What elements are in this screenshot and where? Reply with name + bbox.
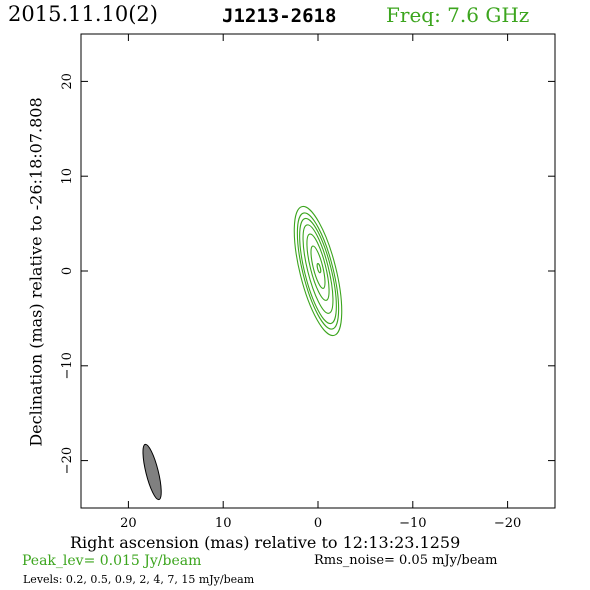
peak-level: Peak_lev= 0.015 Jy/beam (22, 553, 202, 569)
axis-tick-labels: 20 10 0 −10 −20 20 10 0 −10 −20 (60, 73, 521, 531)
y-tick-label: −10 (60, 352, 75, 379)
contour-ellipse (302, 224, 334, 314)
x-axis-label: Right ascension (mas) relative to 12:13:… (70, 533, 461, 552)
y-tick-label: 0 (60, 267, 75, 275)
source-name: J1213-2618 (222, 5, 337, 27)
y-axis-label: Declination (mas) relative to -26:18:07.… (26, 97, 46, 447)
contour-levels: Levels: 0.2, 0.5, 0.9, 2, 4, 7, 15 mJy/b… (23, 573, 255, 586)
y-tick-label: 10 (60, 168, 75, 185)
contour-ellipse (310, 245, 326, 289)
axis-ticks (81, 34, 555, 508)
beam-ellipse-group (142, 443, 162, 501)
x-tick-label: −10 (399, 516, 426, 531)
contour-ellipse (299, 217, 337, 325)
frequency-label: Freq: 7.6 GHz (386, 3, 530, 27)
x-tick-label: −20 (494, 516, 521, 531)
contour-ellipse (316, 262, 322, 274)
beam-ellipse (142, 443, 162, 501)
y-tick-label: 20 (60, 73, 75, 90)
contour-ellipse (306, 233, 330, 301)
x-tick-label: 10 (215, 516, 232, 531)
contour-lines (293, 205, 343, 337)
contour-ellipse (296, 212, 340, 330)
observation-date: 2015.11.10(2) (8, 2, 158, 26)
x-tick-label: 0 (314, 516, 322, 531)
x-tick-label: 20 (120, 516, 137, 531)
contour-ellipse (293, 205, 343, 337)
y-tick-label: −20 (60, 447, 75, 474)
rms-noise: Rms_noise= 0.05 mJy/beam (314, 553, 498, 568)
